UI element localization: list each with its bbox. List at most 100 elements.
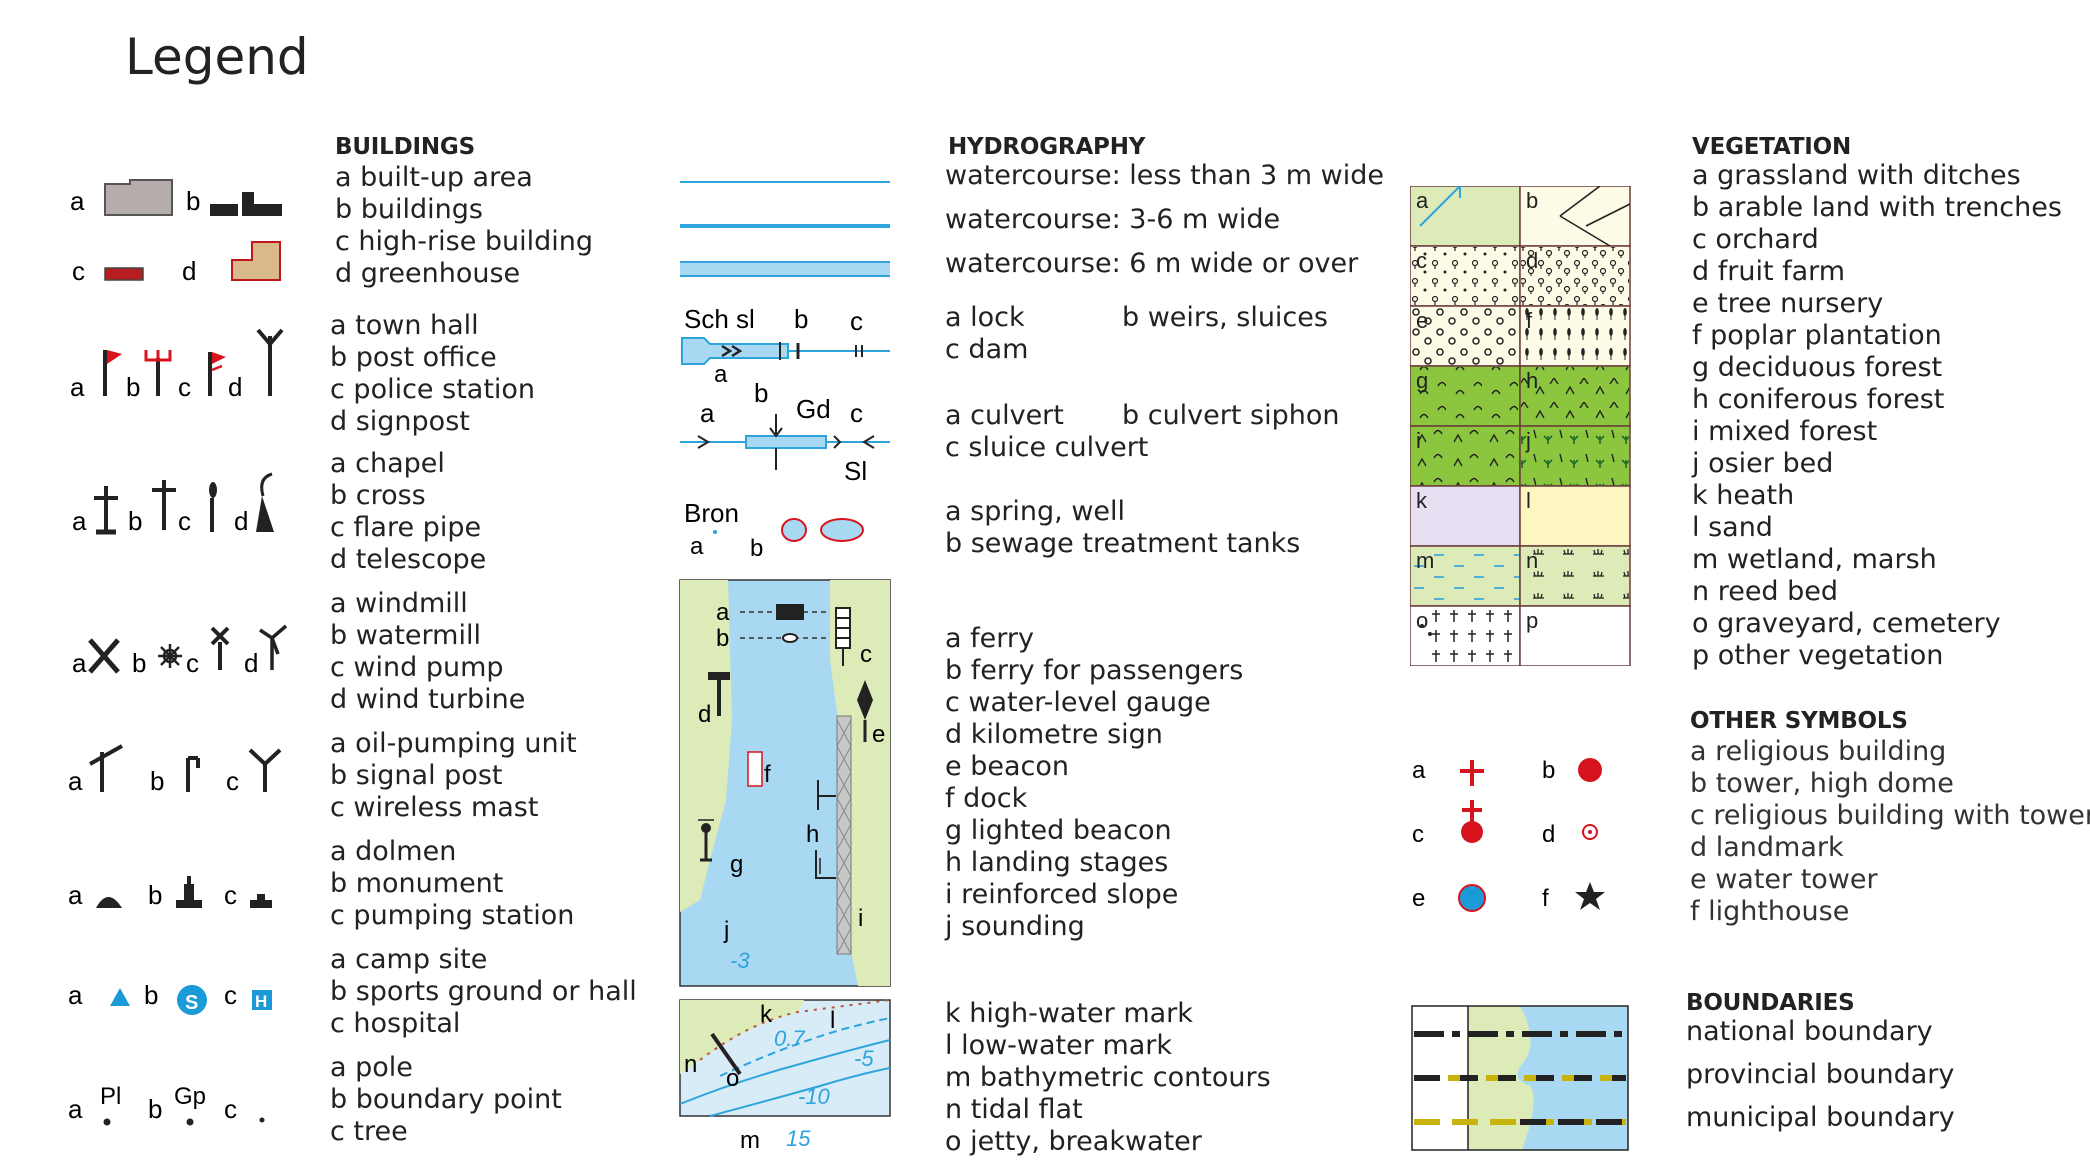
buildings-group-7: a camp site b sports ground or hall c ho… <box>330 944 637 1040</box>
lighthouse-icon <box>1575 882 1605 910</box>
kilometre-sign-label: d kilometre sign <box>945 719 1163 750</box>
lock-icon <box>681 337 890 365</box>
wireless-mast-icon <box>248 748 282 792</box>
os-letter-c: c <box>1412 821 1424 848</box>
buildings-label: b buildings <box>335 194 483 225</box>
sewage-tank-oval-icon <box>820 518 864 542</box>
boundary-point-text: Gp <box>174 1083 206 1110</box>
veg-cell-d: d <box>1526 248 1538 273</box>
g1-letter-d: d <box>182 256 196 286</box>
culvert-icon <box>680 414 890 470</box>
page-title: Legend <box>125 28 309 86</box>
beacon-label: e beacon <box>945 751 1069 782</box>
veg-cell-m: m <box>1416 548 1434 573</box>
ferry-group: a ferry b ferry for passengers c water-l… <box>945 623 1243 943</box>
greenhouse-label: d greenhouse <box>335 258 521 289</box>
ferry-symbol-e: e <box>872 721 885 748</box>
g5-letter-c: c <box>226 766 239 796</box>
tidal-contour-10: -10 <box>798 1084 831 1109</box>
veg-cell-p: p <box>1526 608 1538 633</box>
flare-pipe-label: c flare pipe <box>330 512 482 543</box>
ferry-symbol-f: f <box>764 761 771 788</box>
tidal-symbol-l: l <box>830 1007 835 1034</box>
signal-post-label: b signal post <box>330 760 503 791</box>
os-letter-e: e <box>1412 885 1425 912</box>
ferry-symbol-g: g <box>730 851 743 878</box>
os-letter-f: f <box>1542 885 1549 912</box>
coniferous-forest-label: h coniferous forest <box>1692 384 1945 415</box>
g6-letter-c: c <box>224 880 237 910</box>
pole-label: a pole <box>330 1052 413 1083</box>
lock-symbol-a: a <box>714 361 728 388</box>
tidal-contour-5: -5 <box>854 1046 874 1071</box>
windmill-label: a windmill <box>330 588 468 619</box>
telescope-icon <box>256 472 274 532</box>
poplar-plantation-label: f poplar plantation <box>1692 320 1942 351</box>
deciduous-pattern-icon <box>1411 367 1519 425</box>
g7-letter-b: b <box>144 980 158 1010</box>
g8-letter-b: b <box>148 1094 162 1124</box>
boundaries-swatch <box>1411 1005 1629 1151</box>
signpost-icon <box>256 328 284 396</box>
buildings-group-3: a chapel b cross c flare pipe d telescop… <box>330 448 486 576</box>
veg-cell-e: e <box>1416 308 1428 333</box>
watermill-icon <box>158 644 182 668</box>
high-rise-building-label: c high-rise building <box>335 226 594 257</box>
grassland-ditch-icon <box>1419 186 1461 227</box>
dock-label: f dock <box>945 783 1028 814</box>
g3-letter-d: d <box>234 506 248 536</box>
wind-turbine-label: d wind turbine <box>330 684 526 715</box>
ferry-sounding-value: -3 <box>730 948 750 973</box>
os-letter-d: d <box>1542 821 1555 848</box>
town-hall-icon <box>103 350 122 396</box>
wireless-mast-label: c wireless mast <box>330 792 539 823</box>
religious-building-tower-icon <box>1461 800 1483 843</box>
jetty-label: o jetty, breakwater <box>945 1126 1202 1157</box>
tidal-scene-icon <box>679 999 891 1117</box>
g1-letter-a: a <box>70 186 85 216</box>
deciduous-forest-label: g deciduous forest <box>1692 352 1943 383</box>
spring-symbol-a: a <box>690 533 704 560</box>
religious-building-label: a religious building <box>1690 736 1947 767</box>
mixed-forest-label: i mixed forest <box>1692 416 1878 447</box>
culvert-label: a culvert <box>945 400 1064 431</box>
g8-letter-c: c <box>224 1094 237 1124</box>
tree-nursery-label: e tree nursery <box>1692 288 1884 319</box>
watercourse-small-label: watercourse: less than 3 m wide <box>945 160 1385 191</box>
dam-label: c dam <box>945 334 1029 365</box>
landing-stages-label: h landing stages <box>945 847 1169 878</box>
fruit-farm-pattern-icon <box>1521 247 1629 305</box>
buildings-group-6: a dolmen b monument c pumping station <box>330 836 574 932</box>
sports-ground-label: b sports ground or hall <box>330 976 637 1007</box>
reed-bed-label: n reed bed <box>1692 576 1839 607</box>
lock-symbol-b: b <box>794 304 808 334</box>
buildings-symbols: a b c d a b c d <box>68 179 288 1126</box>
landmark-icon <box>1582 824 1598 840</box>
g2-letter-d: d <box>228 372 242 402</box>
boundary-point-icon <box>186 1118 194 1126</box>
ferry-symbol-d: d <box>698 701 711 728</box>
veg-cell-g: g <box>1416 368 1428 393</box>
hospital-icon: H <box>252 990 272 1011</box>
municipal-boundary-label: municipal boundary <box>1686 1102 1955 1133</box>
culvert-symbol-a: a <box>700 398 715 428</box>
ferry-symbol-j: j <box>723 917 729 944</box>
veg-cell-a: a <box>1416 188 1429 213</box>
spring-label: a spring, well <box>945 496 1126 527</box>
ferry-label: a ferry <box>945 623 1034 654</box>
watermill-label: b watermill <box>330 620 481 651</box>
greenhouse-icon <box>231 241 281 281</box>
ferry-symbol-b: b <box>716 625 729 652</box>
bathymetric-contours-label: m bathymetric contours <box>945 1062 1271 1093</box>
chapel-icon <box>94 486 118 535</box>
dolmen-label: a dolmen <box>330 836 457 867</box>
wind-pump-label: c wind pump <box>330 652 504 683</box>
other-symbols-icons: a b c d e f <box>1412 757 1605 912</box>
veg-cell-k: k <box>1416 488 1428 513</box>
water-level-gauge-label: c water-level gauge <box>945 687 1211 718</box>
g3-letter-a: a <box>72 506 87 536</box>
water-tower-icon <box>1458 884 1486 912</box>
tower-label: b tower, high dome <box>1690 768 1954 799</box>
g2-letter-c: c <box>178 372 191 402</box>
